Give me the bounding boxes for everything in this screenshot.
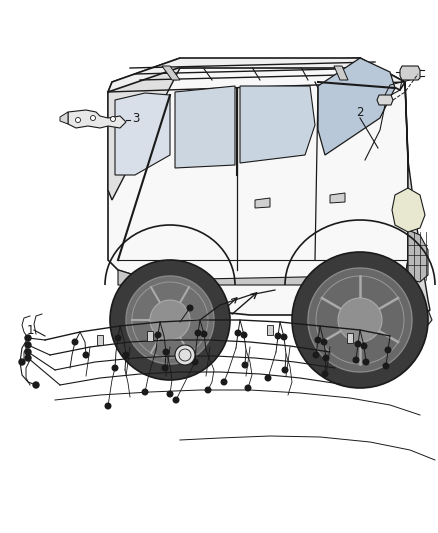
Polygon shape bbox=[395, 285, 432, 325]
Bar bbox=[267, 325, 273, 335]
Polygon shape bbox=[240, 86, 315, 163]
Circle shape bbox=[25, 355, 31, 361]
Circle shape bbox=[192, 359, 198, 365]
Circle shape bbox=[361, 343, 367, 349]
Text: 2: 2 bbox=[356, 106, 364, 118]
Circle shape bbox=[323, 355, 329, 361]
Circle shape bbox=[105, 403, 111, 409]
Circle shape bbox=[126, 276, 214, 364]
Polygon shape bbox=[68, 110, 126, 128]
Circle shape bbox=[363, 359, 369, 365]
Polygon shape bbox=[115, 93, 170, 175]
Circle shape bbox=[353, 357, 359, 363]
Circle shape bbox=[275, 333, 281, 339]
Circle shape bbox=[265, 375, 271, 381]
Circle shape bbox=[142, 389, 148, 395]
Circle shape bbox=[91, 116, 95, 120]
Circle shape bbox=[75, 117, 81, 123]
Circle shape bbox=[83, 352, 89, 358]
Polygon shape bbox=[377, 95, 393, 105]
Circle shape bbox=[241, 332, 247, 338]
Bar bbox=[147, 331, 153, 341]
Circle shape bbox=[308, 268, 412, 372]
Circle shape bbox=[25, 349, 31, 355]
Circle shape bbox=[150, 300, 190, 340]
Polygon shape bbox=[108, 58, 180, 200]
Polygon shape bbox=[334, 66, 348, 80]
Polygon shape bbox=[175, 86, 235, 168]
Circle shape bbox=[383, 363, 389, 369]
Circle shape bbox=[205, 387, 211, 393]
Circle shape bbox=[112, 365, 118, 371]
Polygon shape bbox=[108, 58, 408, 315]
Circle shape bbox=[167, 391, 173, 397]
Text: 3: 3 bbox=[132, 111, 140, 125]
Circle shape bbox=[110, 260, 230, 380]
Circle shape bbox=[338, 298, 382, 342]
Polygon shape bbox=[330, 193, 345, 203]
Circle shape bbox=[155, 332, 161, 338]
Circle shape bbox=[201, 331, 207, 337]
Circle shape bbox=[162, 365, 168, 371]
Polygon shape bbox=[405, 82, 430, 315]
Polygon shape bbox=[408, 230, 428, 282]
Circle shape bbox=[175, 345, 195, 365]
Bar bbox=[97, 335, 103, 345]
Circle shape bbox=[195, 330, 201, 336]
Circle shape bbox=[115, 335, 121, 341]
Polygon shape bbox=[60, 112, 68, 124]
Bar bbox=[347, 333, 353, 343]
Circle shape bbox=[33, 382, 39, 388]
Polygon shape bbox=[118, 260, 408, 285]
Circle shape bbox=[163, 349, 169, 355]
Circle shape bbox=[355, 341, 361, 347]
Circle shape bbox=[72, 339, 78, 345]
Circle shape bbox=[315, 337, 321, 343]
Circle shape bbox=[245, 385, 251, 391]
Circle shape bbox=[221, 379, 227, 385]
Polygon shape bbox=[162, 66, 180, 80]
Circle shape bbox=[282, 367, 288, 373]
Text: 1: 1 bbox=[26, 324, 34, 336]
Circle shape bbox=[187, 305, 193, 311]
Circle shape bbox=[292, 252, 428, 388]
Circle shape bbox=[19, 359, 25, 365]
Circle shape bbox=[110, 117, 116, 122]
Polygon shape bbox=[108, 58, 405, 92]
Polygon shape bbox=[255, 198, 270, 208]
Circle shape bbox=[281, 334, 287, 340]
Circle shape bbox=[385, 347, 391, 353]
Circle shape bbox=[313, 352, 319, 358]
Circle shape bbox=[235, 330, 241, 336]
Circle shape bbox=[25, 342, 31, 348]
Circle shape bbox=[322, 371, 328, 377]
Circle shape bbox=[321, 339, 327, 345]
Circle shape bbox=[173, 397, 179, 403]
Circle shape bbox=[123, 352, 129, 358]
Circle shape bbox=[242, 362, 248, 368]
Polygon shape bbox=[392, 188, 425, 232]
Circle shape bbox=[25, 335, 31, 341]
Polygon shape bbox=[400, 66, 420, 80]
Polygon shape bbox=[318, 58, 395, 155]
